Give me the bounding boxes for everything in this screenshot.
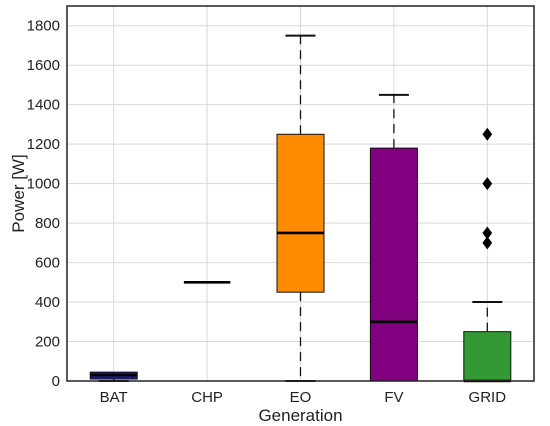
y-tick-label: 1200 (27, 136, 60, 153)
iqr-box (276, 133, 325, 293)
y-tick-label: 1400 (27, 97, 60, 114)
outlier-point (482, 226, 493, 240)
y-tick-label: 800 (35, 215, 60, 232)
x-tick-label: CHP (191, 389, 223, 406)
box-layer (89, 34, 512, 383)
x-tick-label: BAT (100, 389, 128, 406)
y-tick-label: 1600 (27, 57, 60, 74)
y-tick-label: 200 (35, 334, 60, 351)
y-tick-label: 1800 (27, 18, 60, 35)
tick-layer: 0 200 400 600 800 1000 1200 1400 1600 1800 BAT CHP E… (27, 18, 507, 406)
plot-frame (66, 5, 535, 382)
x-tick-label: FV (384, 389, 403, 406)
y-tick-label: 0 (52, 373, 60, 390)
outlier-point (482, 236, 493, 250)
y-tick-label: 1000 (27, 176, 60, 193)
x-axis-title: Generation (258, 406, 342, 425)
y-axis-title: Power [W] (9, 154, 28, 232)
box-eo (276, 34, 325, 382)
outlier-point (482, 127, 493, 141)
outlier-point (482, 177, 493, 191)
x-tick-label: GRID (469, 389, 507, 406)
iqr-box (369, 147, 418, 382)
y-tick-label: 400 (35, 294, 60, 311)
y-tick-label: 600 (35, 255, 60, 272)
box-bat (89, 371, 138, 382)
x-tick-label: EO (290, 389, 312, 406)
iqr-box (463, 331, 512, 382)
